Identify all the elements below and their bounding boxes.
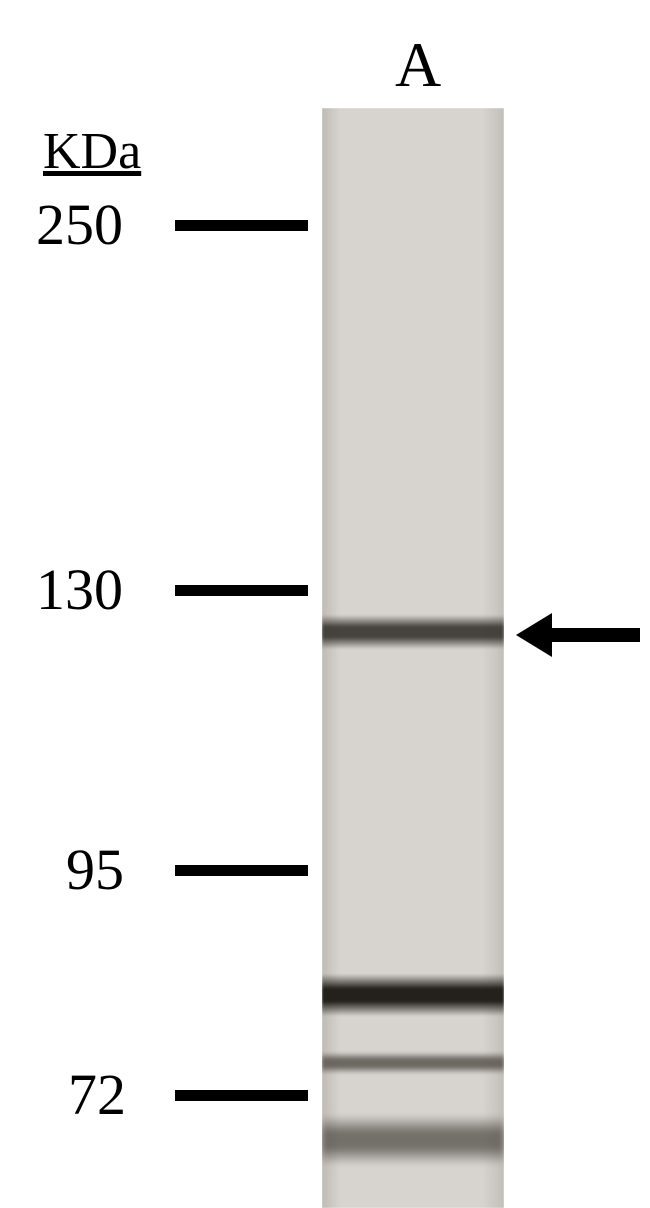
arrow-head-icon (516, 613, 552, 657)
arrow-shaft (548, 628, 640, 642)
target-band-arrow (0, 0, 650, 1208)
